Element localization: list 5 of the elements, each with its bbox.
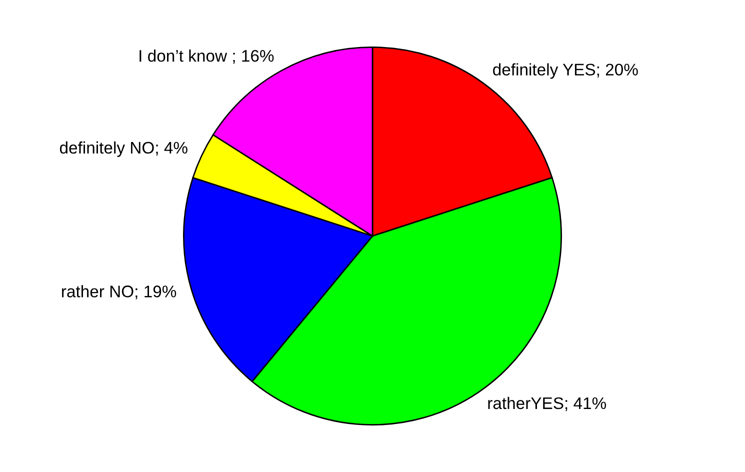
slice-label: I don’t know ; 16% bbox=[140, 50, 274, 64]
slice-label: definitely NO; 4% bbox=[60, 141, 188, 157]
slice-label: ratherYES; 41% bbox=[488, 396, 606, 412]
slice-label: definitely YES; 20% bbox=[493, 63, 638, 79]
slice-label: rather NO; 19% bbox=[62, 285, 176, 300]
